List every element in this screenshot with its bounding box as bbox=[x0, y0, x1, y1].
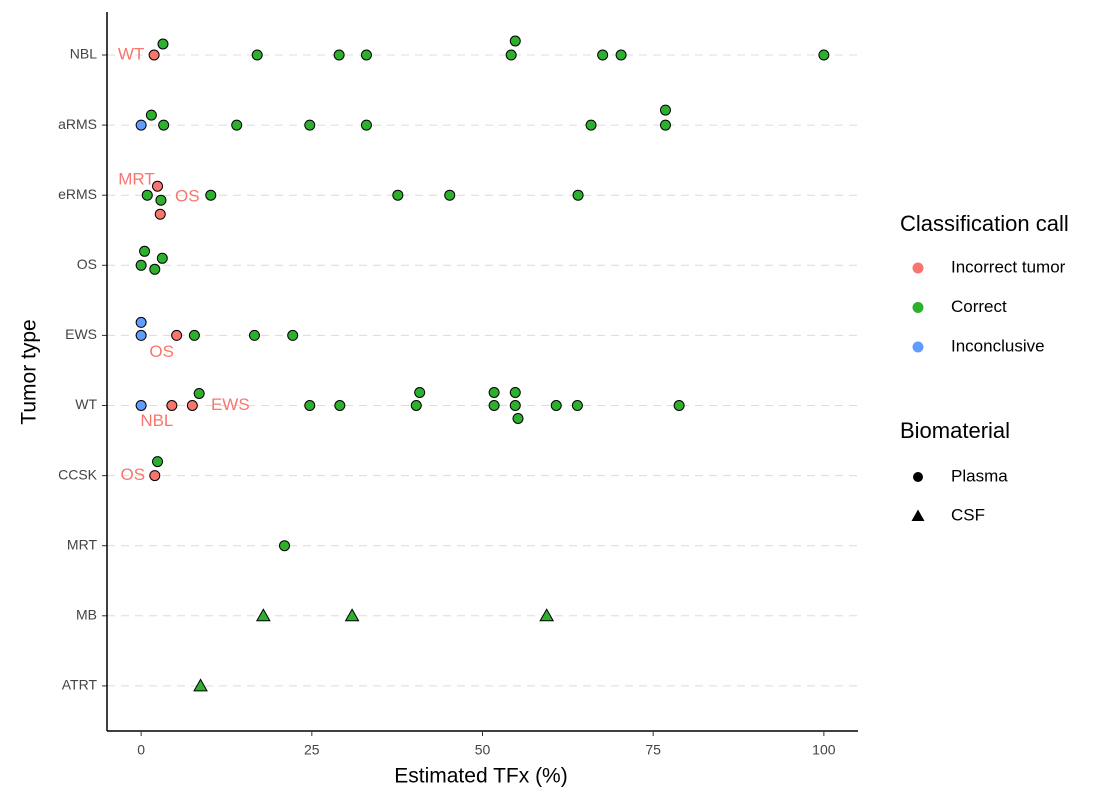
point bbox=[148, 49, 160, 61]
point bbox=[287, 329, 299, 341]
point bbox=[344, 608, 360, 622]
y-tick-label: MRT bbox=[67, 536, 98, 552]
point-label: OS bbox=[149, 342, 174, 361]
point bbox=[135, 400, 147, 411]
legend-title: Biomaterial bbox=[900, 418, 1010, 443]
point bbox=[279, 540, 291, 552]
point bbox=[488, 387, 500, 398]
legend-swatch bbox=[912, 341, 924, 353]
legend-swatch bbox=[912, 302, 924, 313]
y-tick-label: CCSK bbox=[58, 466, 98, 482]
legend-label: Incorrect tumor bbox=[951, 257, 1066, 276]
point bbox=[304, 400, 316, 411]
y-tick-label: WT bbox=[75, 396, 97, 412]
point bbox=[135, 119, 147, 131]
point bbox=[818, 49, 830, 61]
point bbox=[149, 470, 161, 482]
legend-label: Inconclusive bbox=[951, 336, 1045, 355]
point bbox=[248, 329, 260, 341]
point-label: OS bbox=[175, 187, 200, 206]
x-tick-label: 75 bbox=[645, 742, 661, 758]
point bbox=[186, 400, 198, 411]
point bbox=[158, 119, 170, 131]
y-tick-label: aRMS bbox=[58, 116, 97, 132]
point-label: MRT bbox=[118, 170, 155, 189]
point bbox=[193, 678, 208, 692]
point bbox=[155, 194, 167, 206]
y-tick-label: MB bbox=[76, 607, 97, 623]
point bbox=[193, 388, 205, 399]
point bbox=[509, 400, 521, 411]
point bbox=[251, 49, 263, 61]
legend-title: Classification call bbox=[900, 211, 1069, 236]
point bbox=[154, 208, 166, 220]
y-tick-label: OS bbox=[77, 256, 97, 272]
point bbox=[509, 35, 521, 47]
point bbox=[333, 49, 345, 61]
point-label: NBL bbox=[140, 411, 173, 430]
point bbox=[145, 109, 157, 121]
point bbox=[255, 608, 271, 622]
point bbox=[231, 119, 243, 131]
point bbox=[152, 180, 164, 192]
point bbox=[360, 119, 372, 131]
point bbox=[659, 119, 671, 131]
point bbox=[673, 400, 685, 411]
point bbox=[360, 49, 372, 61]
point bbox=[571, 400, 583, 411]
point bbox=[188, 329, 200, 341]
legend-label: Correct bbox=[951, 297, 1007, 316]
point bbox=[597, 49, 609, 61]
point bbox=[488, 400, 500, 411]
point bbox=[334, 400, 346, 411]
point-label: OS bbox=[121, 465, 146, 484]
y-tick-label: NBL bbox=[70, 46, 97, 62]
point bbox=[659, 104, 671, 116]
point bbox=[171, 329, 183, 341]
legend-swatch bbox=[912, 262, 924, 274]
legend-label: Plasma bbox=[951, 466, 1008, 485]
x-tick-label: 25 bbox=[304, 742, 320, 758]
legend-swatch bbox=[913, 472, 923, 482]
point bbox=[414, 387, 426, 398]
point bbox=[152, 456, 164, 468]
point bbox=[205, 189, 217, 201]
x-tick-label: 0 bbox=[137, 742, 145, 758]
point bbox=[304, 119, 316, 131]
legend-label: CSF bbox=[951, 505, 985, 524]
point bbox=[149, 263, 161, 275]
point bbox=[135, 329, 147, 341]
point bbox=[615, 49, 627, 61]
point bbox=[392, 189, 404, 201]
point bbox=[539, 608, 555, 622]
point bbox=[505, 49, 517, 61]
y-tick-label: EWS bbox=[65, 326, 97, 342]
point bbox=[139, 245, 151, 257]
point bbox=[509, 387, 521, 398]
point bbox=[135, 316, 147, 328]
point bbox=[157, 38, 169, 50]
y-tick-label: eRMS bbox=[58, 186, 97, 202]
point-label: WT bbox=[118, 44, 144, 63]
y-axis-title: Tumor type bbox=[18, 319, 41, 424]
point bbox=[585, 119, 597, 131]
point bbox=[156, 252, 168, 264]
point bbox=[512, 413, 524, 424]
point bbox=[410, 400, 422, 411]
point bbox=[135, 259, 147, 271]
x-axis-title: Estimated TFx (%) bbox=[394, 765, 567, 788]
point-label: EWS bbox=[211, 395, 250, 414]
x-tick-label: 50 bbox=[475, 742, 491, 758]
point bbox=[166, 400, 178, 411]
point bbox=[572, 189, 584, 201]
point bbox=[444, 189, 456, 201]
y-tick-label: ATRT bbox=[62, 677, 98, 693]
x-tick-label: 100 bbox=[812, 742, 836, 758]
point bbox=[550, 400, 562, 411]
legend-swatch bbox=[911, 509, 925, 521]
point bbox=[141, 189, 153, 201]
